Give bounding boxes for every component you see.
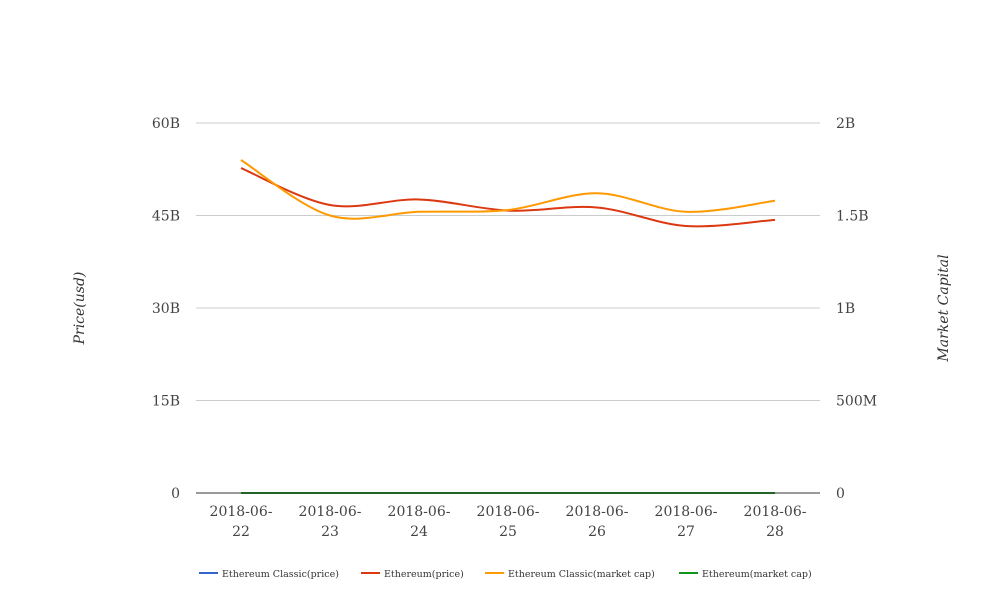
y-left-tick-label: 60B: [152, 116, 180, 132]
x-tick-label: 2018-06-28: [744, 504, 807, 540]
x-tick-label: 2018-06-23: [299, 504, 362, 540]
gridlines: [196, 122, 820, 401]
y-axis-right-title: Market Capital: [936, 254, 952, 362]
x-tick-label: 2018-06-22: [210, 504, 273, 540]
y-axis-left-title: Price(usd): [72, 272, 88, 346]
y-right-tick-label: 1.5B: [836, 209, 869, 225]
series-line-ethereum-classic-market-cap: [240, 159, 776, 220]
legend: Ethereum Classic(price) Ethereum(price) Et…: [199, 569, 812, 580]
legend-label: Ethereum Classic(market cap): [508, 569, 655, 580]
y-right-tick-label: 500M: [836, 394, 877, 410]
y-left-tick-label: 15B: [152, 394, 180, 410]
legend-label: Ethereum(price): [384, 569, 464, 580]
legend-label: Ethereum Classic(price): [222, 569, 339, 580]
x-tick-label: 2018-06-25: [477, 504, 540, 540]
x-tick-label: 2018-06-26: [566, 504, 629, 540]
series-lines: [240, 159, 776, 495]
y-right-tick-label: 1B: [836, 301, 855, 317]
y-left-tick-label: 0: [171, 486, 180, 502]
y-right-tick-label: 2B: [836, 116, 855, 132]
y-right-tick-label: 0: [836, 486, 845, 502]
y-left-tick-label: 30B: [152, 301, 180, 317]
series-line-ethereum-price: [240, 167, 776, 228]
axis-ticks: 0 15B 30B 45B 60B 0 500M 1B 1.5B 2B 2018-06-22 2018…: [152, 116, 877, 540]
y-left-tick-label: 45B: [152, 209, 180, 225]
x-tick-label: 2018-06-27: [655, 504, 718, 540]
x-tick-label: 2018-06-24: [388, 504, 451, 540]
legend-label: Ethereum(market cap): [702, 569, 812, 580]
